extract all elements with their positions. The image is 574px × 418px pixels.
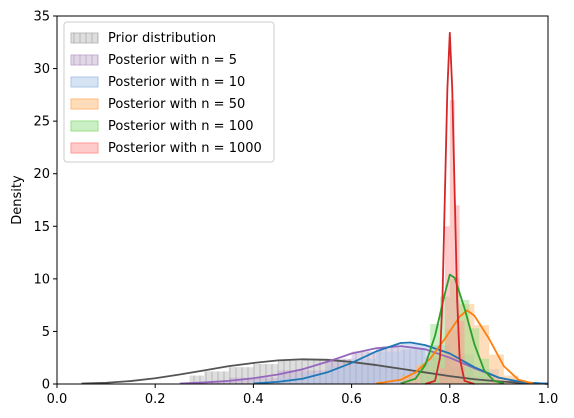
legend-label-4: Posterior with n = 100 <box>108 119 254 134</box>
plot-frame <box>56 15 549 385</box>
x-tick-label-3: 0.6 <box>341 392 362 407</box>
legend-label-3: Posterior with n = 50 <box>108 97 245 112</box>
bar-series-5-2 <box>449 100 455 384</box>
bar-series-4-5 <box>469 328 480 384</box>
bar-series-4-0 <box>420 362 431 384</box>
y-tick-label-5: 25 <box>33 115 50 130</box>
bar-series-2-2 <box>327 367 352 384</box>
y-tick-label-2: 10 <box>33 272 50 287</box>
legend-label-2: Posterior with n = 10 <box>108 75 245 90</box>
bar-series-3-0 <box>400 375 416 384</box>
bar-hatch-series-1-1 <box>228 377 278 384</box>
legend-label-1: Posterior with n = 5 <box>108 53 237 68</box>
bar-series-5-4 <box>459 320 465 384</box>
legend-swatch-hatch-1 <box>71 55 98 65</box>
x-tick-label-2: 0.4 <box>243 392 264 407</box>
y-tick-label-3: 15 <box>33 220 50 235</box>
legend-swatch-4 <box>70 120 99 132</box>
density-line-series-5 <box>424 31 475 385</box>
legend-swatch-3 <box>70 98 99 110</box>
x-tick-label-1: 0.2 <box>145 392 166 407</box>
bar-series-5-1 <box>444 226 450 384</box>
y-tick-label-4: 20 <box>33 167 50 182</box>
bar-hatch-series-0-0 <box>189 375 205 384</box>
density-line-series-0 <box>81 358 549 385</box>
bar-series-5-0 <box>439 368 445 384</box>
legend-label-0: Prior distribution <box>108 31 216 46</box>
bar-series-4-1 <box>430 324 440 384</box>
legend-swatch-2 <box>70 76 99 88</box>
y-tick-label-6: 30 <box>33 62 50 77</box>
legend: Prior distribution Posterior with n = 5 Po… <box>63 21 275 163</box>
y-tick-label-0: 0 <box>42 378 50 393</box>
axes: 0.0 0.2 0.4 0.6 0.8 1.0 0 5 10 15 20 25 30 35 Density <box>10 10 558 408</box>
density-line-series-3 <box>376 309 534 385</box>
y-tick-label-1: 5 <box>42 325 50 340</box>
y-tick-label-7: 35 <box>33 10 50 25</box>
bar-series-3-6 <box>489 354 504 384</box>
y-axis-label: Density <box>10 175 25 225</box>
x-tick-label-4: 0.8 <box>439 392 460 407</box>
x-tick-label-5: 1.0 <box>538 392 559 407</box>
density-curves <box>81 31 549 385</box>
density-line-series-2 <box>253 341 549 385</box>
density-line-series-4 <box>400 273 505 385</box>
bar-series-2-1 <box>302 373 328 384</box>
legend-swatch-5 <box>70 142 99 154</box>
legend-swatch-hatch-0 <box>71 33 98 43</box>
x-tick-label-0: 0.0 <box>47 392 68 407</box>
legend-label-5: Posterior with n = 1000 <box>108 141 262 156</box>
legend-box <box>63 21 275 163</box>
